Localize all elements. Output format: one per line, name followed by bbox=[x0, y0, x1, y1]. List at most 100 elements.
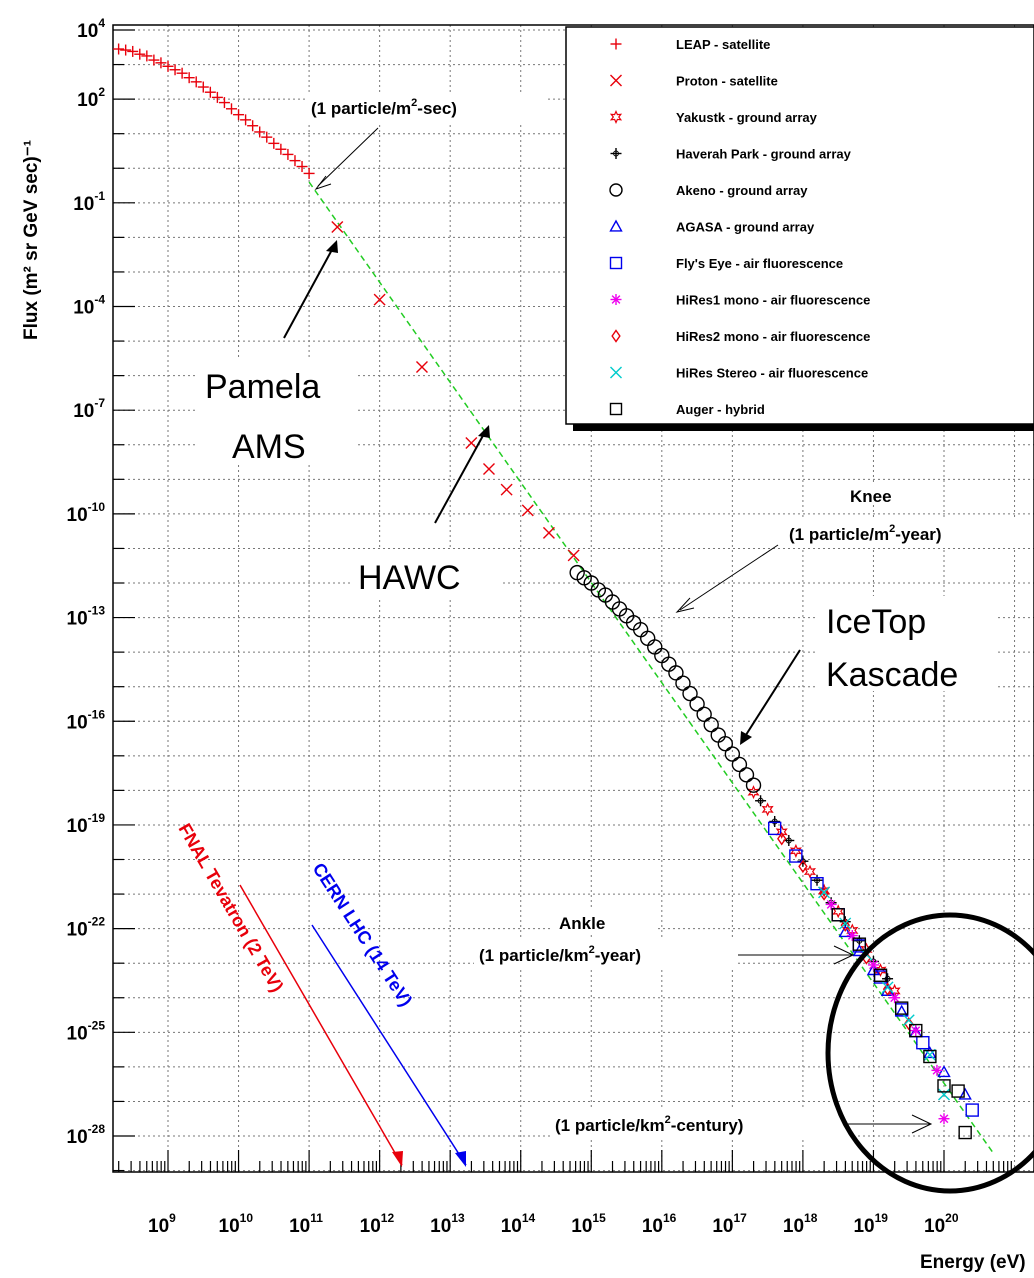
pamela-arrowhead bbox=[326, 240, 338, 253]
data-point-c bbox=[668, 665, 684, 681]
data-point bbox=[521, 504, 534, 517]
ankle-rate-label: (1 particle/km2-year) bbox=[479, 944, 641, 965]
data-point bbox=[675, 675, 691, 691]
x-tick-exp: 17 bbox=[734, 1211, 748, 1225]
data-point bbox=[958, 1125, 972, 1140]
data-point-b bbox=[482, 462, 495, 475]
ankle-bg bbox=[552, 910, 657, 934]
one-m2-sec-arrowhead bbox=[314, 175, 332, 190]
legend-marker bbox=[610, 366, 622, 379]
x-tick-base: 10 bbox=[712, 1216, 733, 1237]
data-point-d bbox=[819, 887, 829, 901]
y-tick-label: 10-19 bbox=[67, 811, 106, 837]
data-point bbox=[465, 437, 478, 450]
data-point bbox=[958, 1087, 972, 1100]
ams-label: AMS bbox=[232, 428, 306, 466]
data-point-b bbox=[938, 1088, 950, 1101]
data-point bbox=[331, 221, 344, 234]
data-point-r bbox=[909, 1023, 923, 1038]
data-markers bbox=[113, 43, 979, 1140]
data-point bbox=[542, 526, 555, 539]
y-tick-exp: -25 bbox=[88, 1018, 106, 1032]
data-point-r bbox=[810, 876, 824, 891]
axis-labels: 10410210-110-410-710-1010-1310-1610-1910… bbox=[67, 16, 959, 1237]
y-tick-label: 10-10 bbox=[67, 500, 106, 526]
century-bg bbox=[550, 1110, 850, 1138]
legend-label: HiRes1 mono - air fluorescence bbox=[676, 293, 870, 308]
y-tick-base: 10 bbox=[67, 1127, 88, 1148]
data-point-c bbox=[785, 837, 792, 844]
x-tick-base: 10 bbox=[924, 1216, 945, 1237]
data-point bbox=[268, 137, 280, 149]
x-tick-label: 1013 bbox=[430, 1211, 465, 1237]
legend-marker bbox=[609, 256, 623, 270]
data-point-b bbox=[902, 1014, 915, 1027]
data-point-r bbox=[852, 937, 867, 951]
x-tick-label: 1014 bbox=[501, 1211, 536, 1237]
legend: LEAP - satellite Proton - satellite Yakust… bbox=[565, 26, 1034, 431]
data-point bbox=[211, 91, 223, 103]
data-point-b bbox=[567, 549, 580, 562]
data-point-c bbox=[757, 797, 764, 804]
data-point bbox=[951, 1084, 965, 1098]
data-point-s bbox=[761, 802, 774, 817]
data-point bbox=[731, 756, 748, 773]
data-point bbox=[640, 630, 656, 646]
data-point-c bbox=[696, 706, 712, 723]
y-tick-exp: -16 bbox=[88, 707, 106, 721]
data-point-t bbox=[958, 1087, 972, 1100]
data-point-b bbox=[839, 917, 852, 930]
data-point bbox=[661, 656, 677, 672]
x-tick-label: 1019 bbox=[853, 1211, 888, 1237]
x-tick-base: 10 bbox=[219, 1216, 240, 1237]
data-point bbox=[162, 60, 174, 72]
y-tick-exp: -1 bbox=[94, 189, 105, 203]
fnal-arrow-head bbox=[392, 1151, 403, 1167]
data-point bbox=[873, 968, 888, 982]
data-point bbox=[296, 161, 308, 173]
data-point-c bbox=[689, 696, 705, 712]
y-tick-base: 10 bbox=[67, 1023, 88, 1044]
data-point bbox=[247, 120, 259, 132]
legend-marker-r bbox=[609, 402, 623, 416]
knee-label: Knee bbox=[850, 487, 892, 506]
data-point bbox=[703, 717, 719, 733]
data-point bbox=[482, 462, 495, 475]
data-point bbox=[113, 43, 125, 55]
x-tick-base: 10 bbox=[642, 1216, 663, 1237]
data-point bbox=[767, 821, 782, 836]
knee-bg bbox=[846, 483, 896, 505]
x-tick-base: 10 bbox=[571, 1216, 592, 1237]
data-point-b bbox=[465, 437, 478, 450]
data-point bbox=[909, 1023, 923, 1038]
data-point-r bbox=[873, 968, 888, 982]
y-tick-base: 10 bbox=[67, 816, 88, 837]
data-point-b bbox=[521, 504, 534, 517]
data-point bbox=[938, 1088, 950, 1101]
data-point-r bbox=[831, 908, 845, 922]
data-point-r bbox=[937, 1079, 951, 1093]
data-point bbox=[710, 727, 726, 743]
pamela-arrow bbox=[283, 245, 335, 339]
legend-label: Fly's Eye - air fluorescence bbox=[676, 256, 843, 271]
data-point bbox=[415, 360, 428, 373]
data-point-c bbox=[640, 630, 656, 646]
data-point bbox=[867, 959, 879, 971]
data-point-b bbox=[415, 360, 428, 373]
data-point bbox=[127, 45, 139, 57]
data-point-c bbox=[884, 975, 891, 982]
x-tick-exp: 18 bbox=[804, 1211, 818, 1225]
data-point bbox=[745, 777, 762, 793]
knee-arrowhead bbox=[675, 597, 695, 613]
legend-marker bbox=[610, 38, 622, 50]
data-point bbox=[819, 887, 829, 901]
data-point bbox=[840, 918, 850, 932]
data-point bbox=[141, 50, 153, 62]
data-point bbox=[811, 874, 823, 886]
kascade-label: Kascade bbox=[826, 656, 958, 694]
data-point-c bbox=[799, 858, 806, 865]
data-point bbox=[689, 696, 705, 712]
data-point bbox=[567, 549, 580, 562]
data-point bbox=[937, 1065, 951, 1078]
